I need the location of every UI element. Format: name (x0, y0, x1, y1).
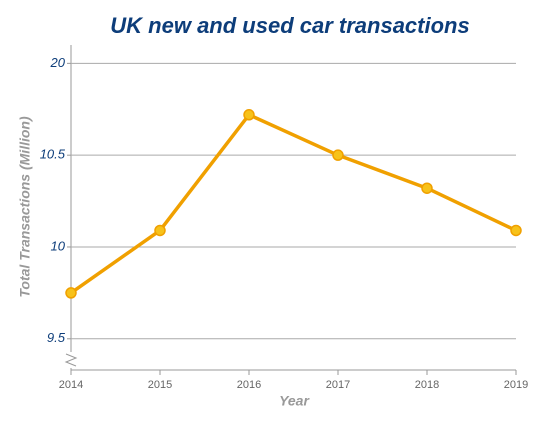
x-tick-label: 2015 (148, 379, 172, 391)
y-tick-label: 9.5 (47, 330, 66, 345)
y-tick-label: 20 (50, 55, 66, 70)
x-tick-label: 2016 (237, 379, 261, 391)
y-tick-label: 10.5 (40, 147, 66, 162)
marker (65, 287, 77, 299)
marker (243, 109, 255, 121)
y-tick-label: 10 (51, 238, 66, 253)
marker (421, 182, 433, 194)
marker (154, 224, 166, 237)
x-tick-label: 2019 (504, 379, 528, 391)
line (69, 113, 517, 295)
x-tick-label: 2017 (326, 379, 350, 391)
axis-break (64, 353, 78, 367)
marker (332, 149, 344, 161)
x-axis-label: Year (279, 393, 310, 409)
y-axis-label: Total Transactions (Million) (17, 116, 33, 298)
chart-title: UK new and used car transactions (110, 13, 469, 38)
marker (510, 224, 522, 237)
x-tick-label: 2014 (59, 379, 83, 391)
x-tick-label: 2018 (415, 379, 439, 391)
